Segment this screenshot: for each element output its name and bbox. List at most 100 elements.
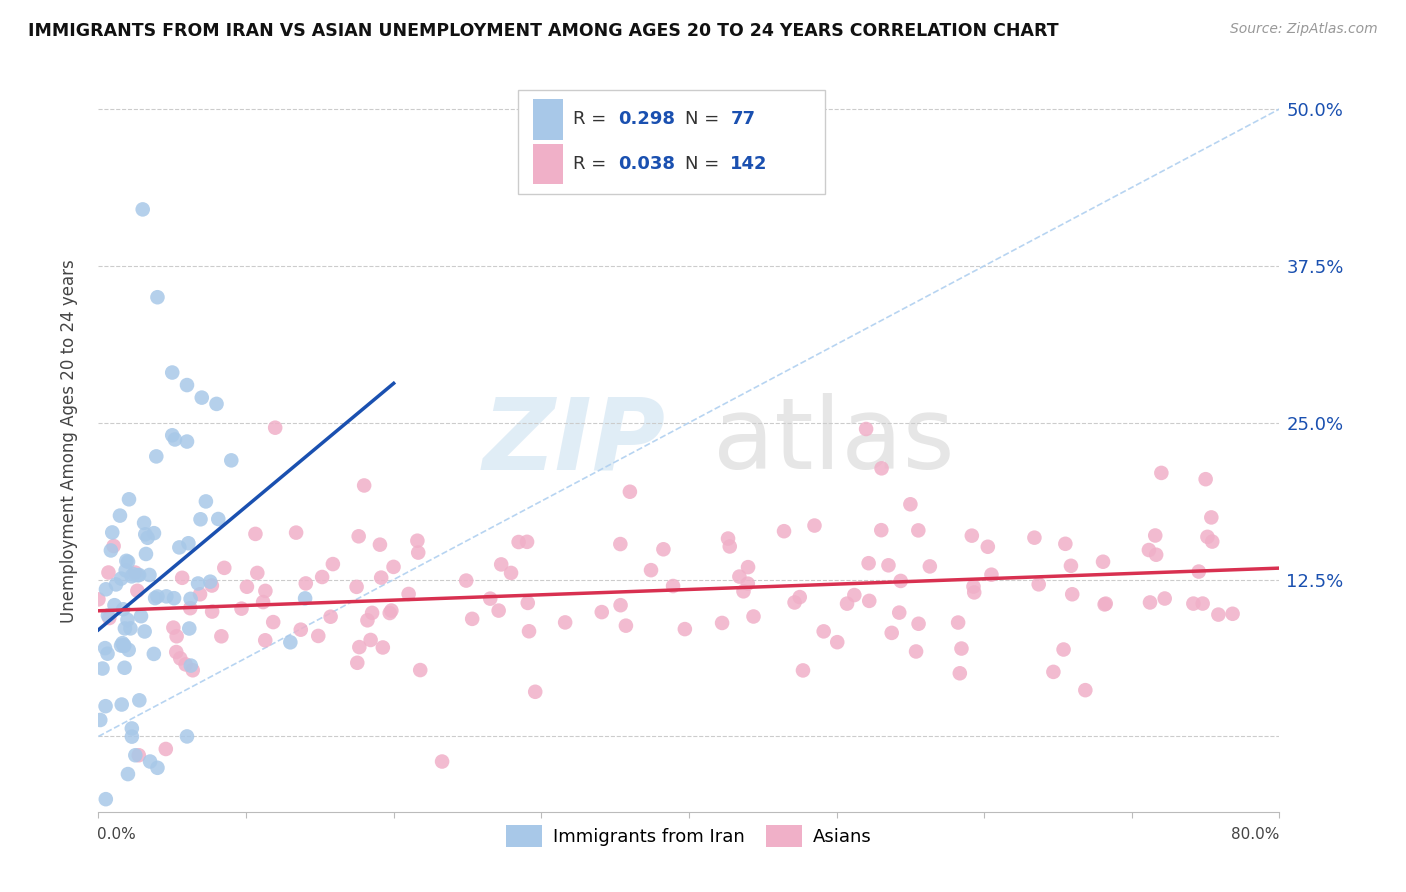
Point bbox=[406, 545, 429, 559]
Point bbox=[252, 595, 274, 609]
Text: 0.298: 0.298 bbox=[619, 111, 675, 128]
Point bbox=[280, 635, 302, 649]
Text: IMMIGRANTS FROM IRAN VS ASIAN UNEMPLOYMENT AMONG AGES 20 TO 24 YEARS CORRELATION: IMMIGRANTS FROM IRAN VS ASIAN UNEMPLOYME… bbox=[28, 22, 1059, 40]
Point bbox=[100, 543, 122, 558]
Point bbox=[285, 525, 308, 540]
Point bbox=[114, 563, 136, 577]
Point bbox=[728, 569, 751, 583]
Y-axis label: Unemployment Among Ages 20 to 24 years: Unemployment Among Ages 20 to 24 years bbox=[59, 260, 77, 624]
Point bbox=[640, 563, 662, 577]
Point bbox=[166, 629, 188, 643]
Point bbox=[254, 633, 277, 648]
Point bbox=[962, 580, 984, 594]
Point bbox=[163, 591, 186, 606]
Point bbox=[877, 558, 900, 573]
Point bbox=[120, 621, 142, 635]
Point bbox=[174, 657, 197, 672]
Point bbox=[489, 558, 512, 572]
Point bbox=[180, 591, 202, 606]
Point bbox=[127, 568, 149, 582]
Point bbox=[1150, 466, 1173, 480]
Point bbox=[143, 591, 166, 606]
Point bbox=[115, 554, 138, 568]
Point bbox=[890, 574, 912, 588]
Point bbox=[1052, 642, 1074, 657]
Point bbox=[101, 525, 124, 540]
Point bbox=[104, 577, 127, 591]
Point bbox=[835, 597, 858, 611]
Point bbox=[609, 598, 631, 612]
Point bbox=[499, 566, 522, 580]
Point bbox=[236, 580, 259, 594]
Point bbox=[516, 534, 538, 549]
Point bbox=[191, 391, 214, 405]
Point bbox=[169, 541, 191, 555]
Point bbox=[880, 626, 903, 640]
Point bbox=[508, 535, 530, 549]
Point bbox=[307, 629, 329, 643]
Point bbox=[155, 742, 177, 756]
Point bbox=[370, 571, 392, 585]
Point bbox=[737, 560, 759, 574]
Point bbox=[145, 450, 167, 464]
FancyBboxPatch shape bbox=[517, 90, 825, 194]
Point bbox=[294, 591, 316, 606]
Point bbox=[127, 583, 149, 598]
Point bbox=[1074, 683, 1097, 698]
Point bbox=[1137, 543, 1160, 558]
Point bbox=[128, 693, 150, 707]
Point bbox=[146, 761, 169, 775]
Point bbox=[524, 685, 547, 699]
Point bbox=[124, 748, 146, 763]
Point bbox=[825, 635, 848, 649]
Point bbox=[91, 661, 114, 675]
Point bbox=[290, 623, 312, 637]
Point bbox=[163, 433, 186, 447]
Point bbox=[718, 540, 741, 554]
Point bbox=[662, 579, 685, 593]
Text: atlas: atlas bbox=[713, 393, 955, 490]
Point bbox=[1144, 528, 1167, 542]
Point bbox=[172, 571, 194, 585]
Point bbox=[803, 518, 825, 533]
Point bbox=[139, 755, 162, 769]
Point bbox=[1054, 537, 1077, 551]
Text: 142: 142 bbox=[730, 155, 768, 173]
Point bbox=[311, 570, 333, 584]
Point bbox=[94, 641, 117, 656]
Point bbox=[162, 621, 184, 635]
Point bbox=[1153, 591, 1175, 606]
Point bbox=[254, 583, 277, 598]
Point bbox=[371, 640, 394, 655]
Point bbox=[717, 532, 740, 546]
Point bbox=[652, 542, 675, 557]
Point bbox=[146, 590, 169, 604]
Point bbox=[94, 792, 117, 806]
Point bbox=[430, 755, 453, 769]
Point bbox=[409, 663, 432, 677]
Point bbox=[461, 612, 484, 626]
Point bbox=[245, 527, 267, 541]
Point bbox=[322, 557, 344, 571]
Point bbox=[209, 629, 232, 643]
Point bbox=[456, 574, 478, 588]
Point bbox=[231, 601, 253, 615]
Point bbox=[110, 572, 132, 586]
Point bbox=[103, 539, 125, 553]
Point bbox=[619, 484, 641, 499]
Point bbox=[1201, 510, 1223, 524]
Point bbox=[1042, 665, 1064, 679]
Point bbox=[980, 567, 1002, 582]
Point bbox=[378, 606, 401, 620]
Point bbox=[96, 647, 118, 661]
Point bbox=[346, 656, 368, 670]
Point bbox=[918, 559, 941, 574]
Point bbox=[146, 290, 169, 304]
Point bbox=[1201, 534, 1223, 549]
Point bbox=[900, 497, 922, 511]
Text: 0.038: 0.038 bbox=[619, 155, 675, 173]
Point bbox=[591, 605, 613, 619]
Point bbox=[121, 730, 143, 744]
Bar bbox=[533, 144, 562, 185]
Point bbox=[1208, 607, 1230, 622]
